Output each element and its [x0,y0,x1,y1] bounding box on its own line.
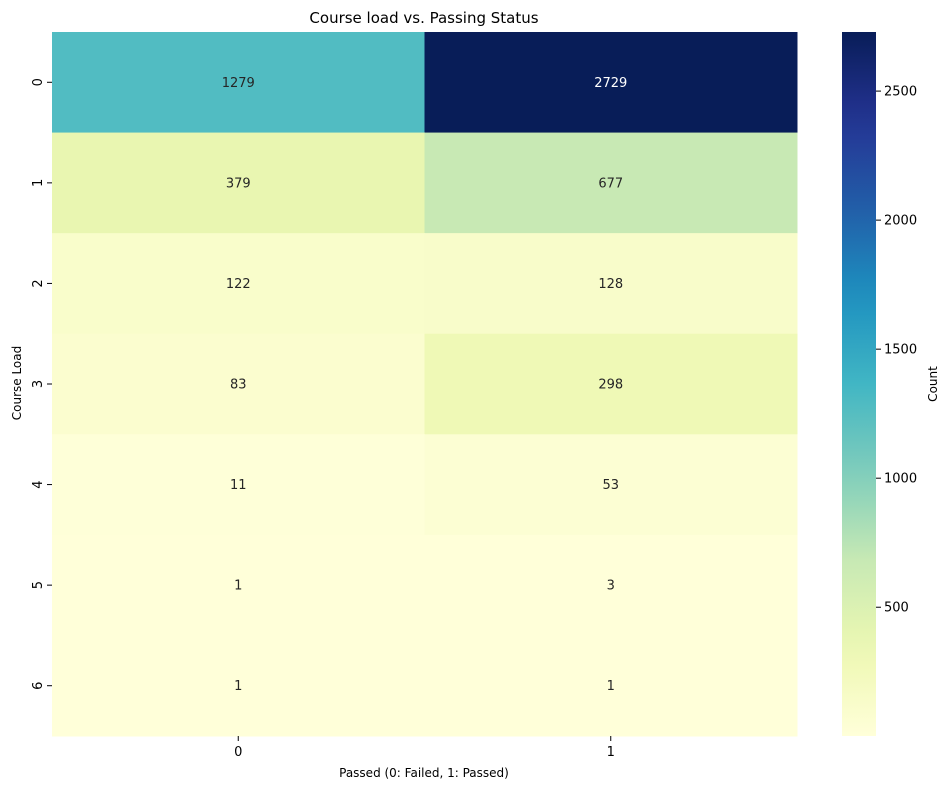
y-tick-label: 3 [31,380,46,388]
heatmap-cell [52,32,425,134]
heatmap-cell [424,635,798,737]
heatmap-cell [424,534,798,636]
y-tick-label: 4 [31,480,46,488]
heatmap-cell [52,434,425,536]
heatmap-cell [424,32,798,134]
cell-value-label: 11 [230,478,247,493]
cell-value-label: 1 [607,679,615,694]
y-tick-label: 2 [31,279,46,287]
heatmap-cell [424,434,798,536]
heatmap-cells [52,32,798,737]
cell-value-label: 298 [598,378,623,393]
x-tick-label: 0 [234,745,242,760]
heatmap-cell [52,635,425,737]
heatmap-cell [52,333,425,435]
cell-value-label: 128 [598,277,623,292]
x-tick-label: 1 [607,745,615,760]
colorbar-ticks: 500 1000 1500 2000 2500 [876,85,917,616]
colorbar-tick-label: 2500 [884,85,917,100]
colorbar-tick-label: 500 [884,601,909,616]
colorbar-tick-label: 1500 [884,343,917,358]
colorbar [842,32,876,736]
heatmap-cell [52,233,425,335]
heatmap-cell [52,534,425,636]
cell-value-label: 379 [226,176,251,191]
colorbar-label: Count [926,366,940,402]
colorbar-tick-label: 1000 [884,472,917,487]
cell-value-label: 1 [234,679,242,694]
heatmap-cell [424,233,798,335]
cell-value-label: 1279 [222,76,255,91]
y-axis-label: Course Load [10,346,24,421]
cell-value-label: 3 [607,579,615,594]
cell-value-label: 2729 [594,76,627,91]
cell-value-label: 677 [598,176,623,191]
y-tick-label: 1 [31,179,46,187]
heatmap-cell [52,132,425,234]
y-tick-label: 5 [31,581,46,589]
colorbar-tick-label: 2000 [884,214,917,229]
cell-value-label: 83 [230,378,247,393]
y-axis-ticks: 0 1 2 3 4 5 6 [31,78,52,690]
heatmap-cell [424,333,798,435]
cell-value-label: 1 [234,579,242,594]
chart-title: Course load vs. Passing Status [309,9,538,27]
y-tick-label: 0 [31,78,46,86]
cell-value-label: 53 [602,478,619,493]
heatmap-cell [424,132,798,234]
cell-value-label: 122 [226,277,251,292]
x-axis-label: Passed (0: Failed, 1: Passed) [339,766,509,780]
y-tick-label: 6 [31,682,46,690]
